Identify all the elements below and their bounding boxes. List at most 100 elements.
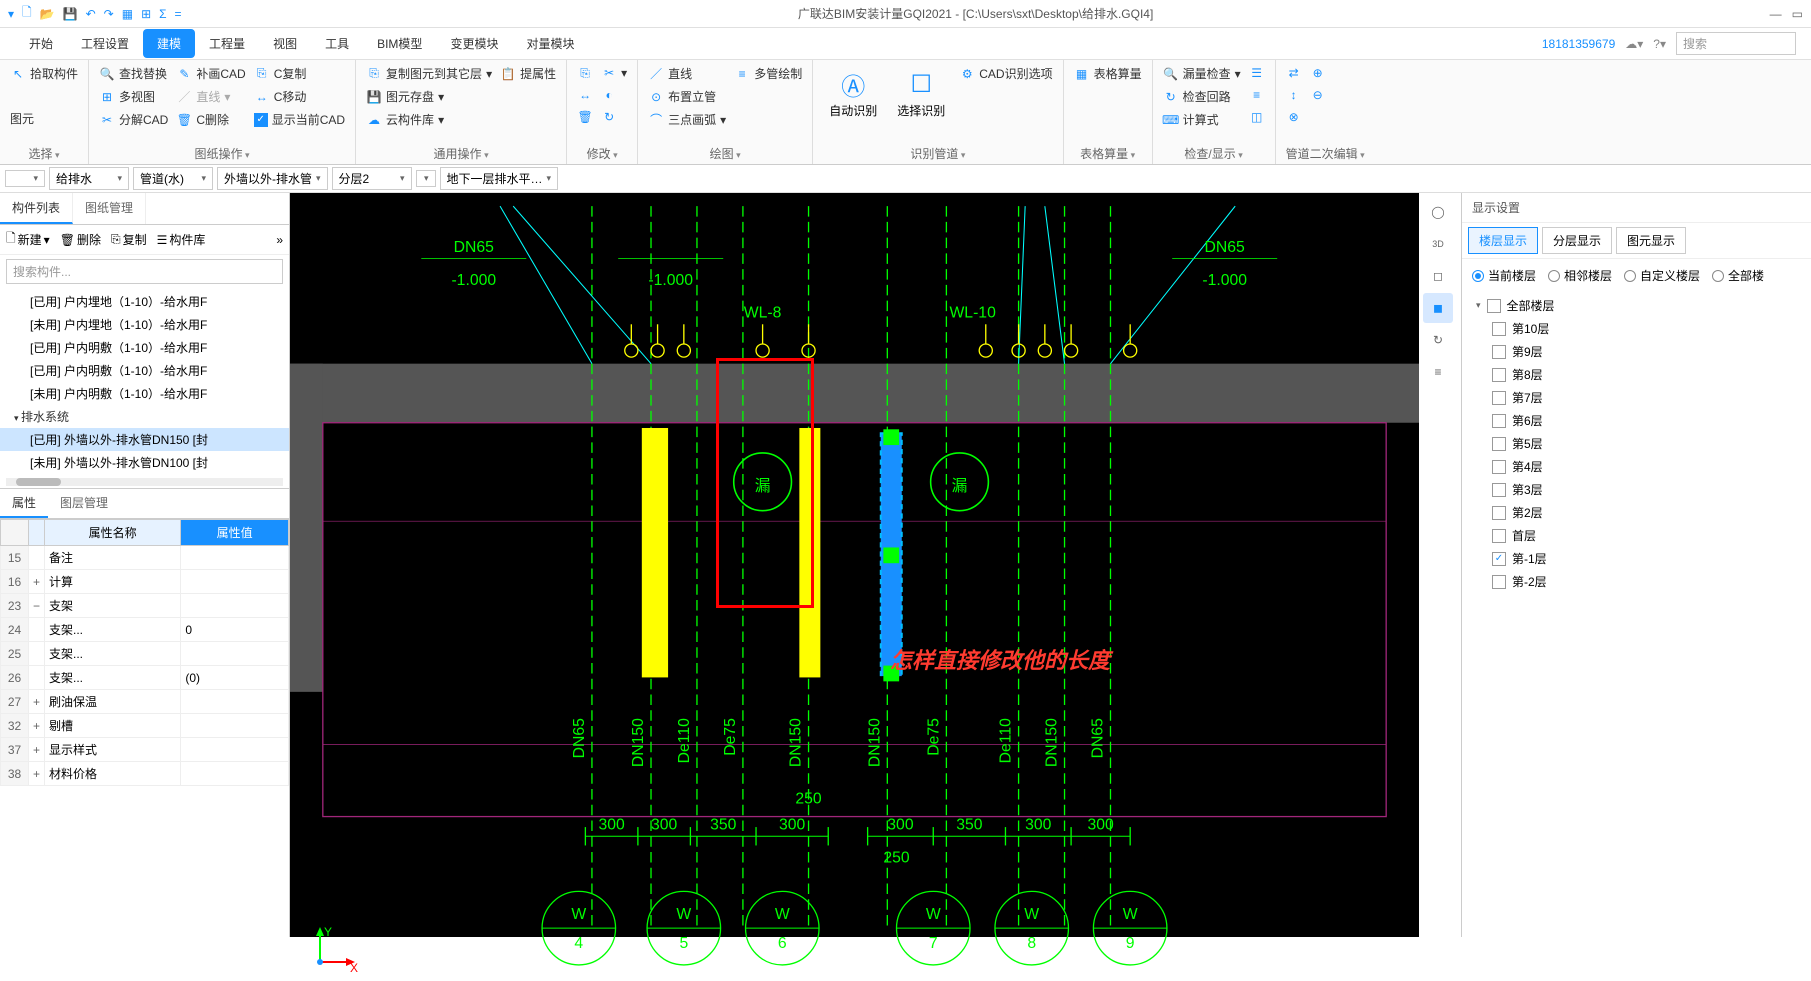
cube-fill-icon[interactable]: ◼ <box>1423 293 1453 323</box>
sum-icon[interactable]: Σ <box>159 7 166 21</box>
cloud-icon[interactable]: ☁▾ <box>1625 37 1643 51</box>
modify-4[interactable]: ✂▾ <box>601 64 627 82</box>
tab-props[interactable]: 属性 <box>0 489 48 518</box>
floor-node[interactable]: 第7层 <box>1472 386 1801 409</box>
tree-item[interactable]: [未用] 户内埋地（1-10）-给水用F <box>0 313 289 336</box>
menu-item-8[interactable]: 对量模块 <box>512 29 588 58</box>
tab-component-list[interactable]: 构件列表 <box>0 193 73 224</box>
pick-component[interactable]: ↖拾取构件 <box>10 64 78 83</box>
selector-3[interactable]: 外墙以外-排水管 <box>217 167 328 190</box>
save-icon[interactable]: 💾 <box>63 7 78 21</box>
orbit-icon[interactable]: ◯ <box>1423 197 1453 227</box>
modify-5[interactable]: ◐ <box>601 86 627 104</box>
h-scrollbar[interactable] <box>6 478 283 486</box>
help-icon[interactable]: ?▾ <box>1653 37 1666 51</box>
more-icon[interactable]: = <box>175 7 182 21</box>
menu-item-0[interactable]: 开始 <box>15 29 67 58</box>
menu-item-6[interactable]: BIM模型 <box>363 29 436 58</box>
tree-item[interactable]: [未用] 户内明敷（1-10）-给水用F <box>0 382 289 405</box>
multiview[interactable]: ⊞多视图 <box>99 87 168 106</box>
grid-icon[interactable]: ▦ <box>122 7 133 21</box>
radio-3[interactable]: 全部楼 <box>1712 267 1764 284</box>
prop-row[interactable]: 26支架...(0) <box>1 666 289 690</box>
maximize-icon[interactable]: ▭ <box>1792 7 1803 21</box>
tab-paper-mgmt[interactable]: 图纸管理 <box>73 193 146 224</box>
element-store[interactable]: 💾图元存盘 ▾ <box>366 87 492 106</box>
qa-icon[interactable]: ▾ <box>8 7 14 21</box>
delete-button[interactable]: 🗑 删除 <box>60 231 101 248</box>
redo-icon[interactable]: ↷ <box>104 7 114 21</box>
extract-attr[interactable]: 📋提属性 <box>500 64 556 83</box>
chk-b[interactable]: ≡ <box>1249 86 1265 104</box>
radio-0[interactable]: 当前楼层 <box>1472 267 1536 284</box>
prop-row[interactable]: 16+计算 <box>1 570 289 594</box>
tab-layers[interactable]: 图层管理 <box>48 489 120 518</box>
loop-check[interactable]: ↻检查回路 <box>1163 87 1241 106</box>
modify-6[interactable]: ↻ <box>601 108 627 126</box>
auto-recognize[interactable]: Ⓐ自动识别 <box>823 64 883 123</box>
menu-item-1[interactable]: 工程设置 <box>67 29 143 58</box>
chk-c[interactable]: ◫ <box>1249 108 1265 126</box>
floor-node[interactable]: 第9层 <box>1472 340 1801 363</box>
radio-2[interactable]: 自定义楼层 <box>1624 267 1700 284</box>
tab-layer-display[interactable]: 分层显示 <box>1542 227 1612 254</box>
radio-1[interactable]: 相邻楼层 <box>1548 267 1612 284</box>
prop-row[interactable]: 32+剔槽 <box>1 714 289 738</box>
tree-item[interactable]: [未用] 外墙以外-排水管DN100 [封 <box>0 451 289 474</box>
prop-row[interactable]: 23−支架 <box>1 594 289 618</box>
modify-1[interactable]: ⎘ <box>577 64 593 82</box>
p2-e[interactable]: ⊖ <box>1310 86 1326 104</box>
lib-button[interactable]: ☰ 构件库 <box>157 231 206 248</box>
floor-node[interactable]: 第10层 <box>1472 317 1801 340</box>
tree-item[interactable]: [已用] 户内埋地（1-10）-给水用F <box>0 290 289 313</box>
more-button[interactable]: » <box>276 233 283 247</box>
prop-row[interactable]: 37+显示样式 <box>1 738 289 762</box>
component-search[interactable]: 搜索构件... <box>6 259 283 284</box>
c-delete[interactable]: 🗑C删除 <box>176 110 245 129</box>
show-current-cad[interactable]: ✓显示当前CAD <box>254 110 345 129</box>
menu-item-2[interactable]: 建模 <box>143 29 195 58</box>
selector-5[interactable] <box>416 170 436 187</box>
3d-icon[interactable]: 3D <box>1423 229 1453 259</box>
prop-row[interactable]: 27+刷油保温 <box>1 690 289 714</box>
tree-item[interactable]: [已用] 外墙以外-排水管DN150 [封 <box>0 428 289 451</box>
new-icon[interactable]: 🗋 <box>22 3 32 24</box>
p2-d[interactable]: ⊕ <box>1310 64 1326 82</box>
tree-group[interactable]: 排水系统 <box>0 405 289 428</box>
search-input[interactable]: 搜索 <box>1676 32 1796 55</box>
select-recognize[interactable]: ☐选择识别 <box>891 64 951 123</box>
floor-node[interactable]: 第8层 <box>1472 363 1801 386</box>
floor-node[interactable]: 首层 <box>1472 524 1801 547</box>
modify-2[interactable]: ↔ <box>577 86 593 104</box>
floor-node[interactable]: 第5层 <box>1472 432 1801 455</box>
decompose-cad[interactable]: ✂分解CAD <box>99 110 168 129</box>
open-icon[interactable]: 📂 <box>40 7 55 21</box>
floor-node[interactable]: 第-1层 <box>1472 547 1801 570</box>
prop-row[interactable]: 15备注 <box>1 546 289 570</box>
prop-row[interactable]: 25支架... <box>1 642 289 666</box>
draw-pipe[interactable]: ⊙布置立管 <box>648 87 726 106</box>
modify-3[interactable]: 🗑 <box>577 108 593 126</box>
layers-icon[interactable]: ≡ <box>1423 357 1453 387</box>
floor-node[interactable]: 第3层 <box>1472 478 1801 501</box>
copy-button[interactable]: ⎘ 复制 <box>111 231 147 248</box>
floor-node[interactable]: 第6层 <box>1472 409 1801 432</box>
menu-item-7[interactable]: 变更模块 <box>436 29 512 58</box>
p2-a[interactable]: ⇄ <box>1286 64 1302 82</box>
tab-floor-display[interactable]: 楼层显示 <box>1468 227 1538 254</box>
copy-to-layer[interactable]: ⎘复制图元到其它层 ▾ <box>366 64 492 83</box>
calc-expr[interactable]: ⌨计算式 <box>1163 110 1241 129</box>
minimize-icon[interactable]: — <box>1770 7 1782 21</box>
blocks-icon[interactable]: ⊞ <box>141 7 151 21</box>
makeup-cad[interactable]: ✎补画CAD <box>176 64 245 83</box>
multi-pipe[interactable]: ≡多管绘制 <box>734 64 802 83</box>
p2-c[interactable]: ⊗ <box>1286 108 1302 126</box>
draw-arc[interactable]: ⌒三点画弧 ▾ <box>648 110 726 129</box>
menu-item-3[interactable]: 工程量 <box>195 29 259 58</box>
floor-node[interactable]: 第2层 <box>1472 501 1801 524</box>
draw-line[interactable]: ／直线 <box>648 64 726 83</box>
account-label[interactable]: 18181359679 <box>1542 37 1615 51</box>
nav-element[interactable]: 图元 <box>10 109 78 128</box>
selector-2[interactable]: 管道(水) <box>133 167 213 190</box>
floor-node[interactable]: 第4层 <box>1472 455 1801 478</box>
